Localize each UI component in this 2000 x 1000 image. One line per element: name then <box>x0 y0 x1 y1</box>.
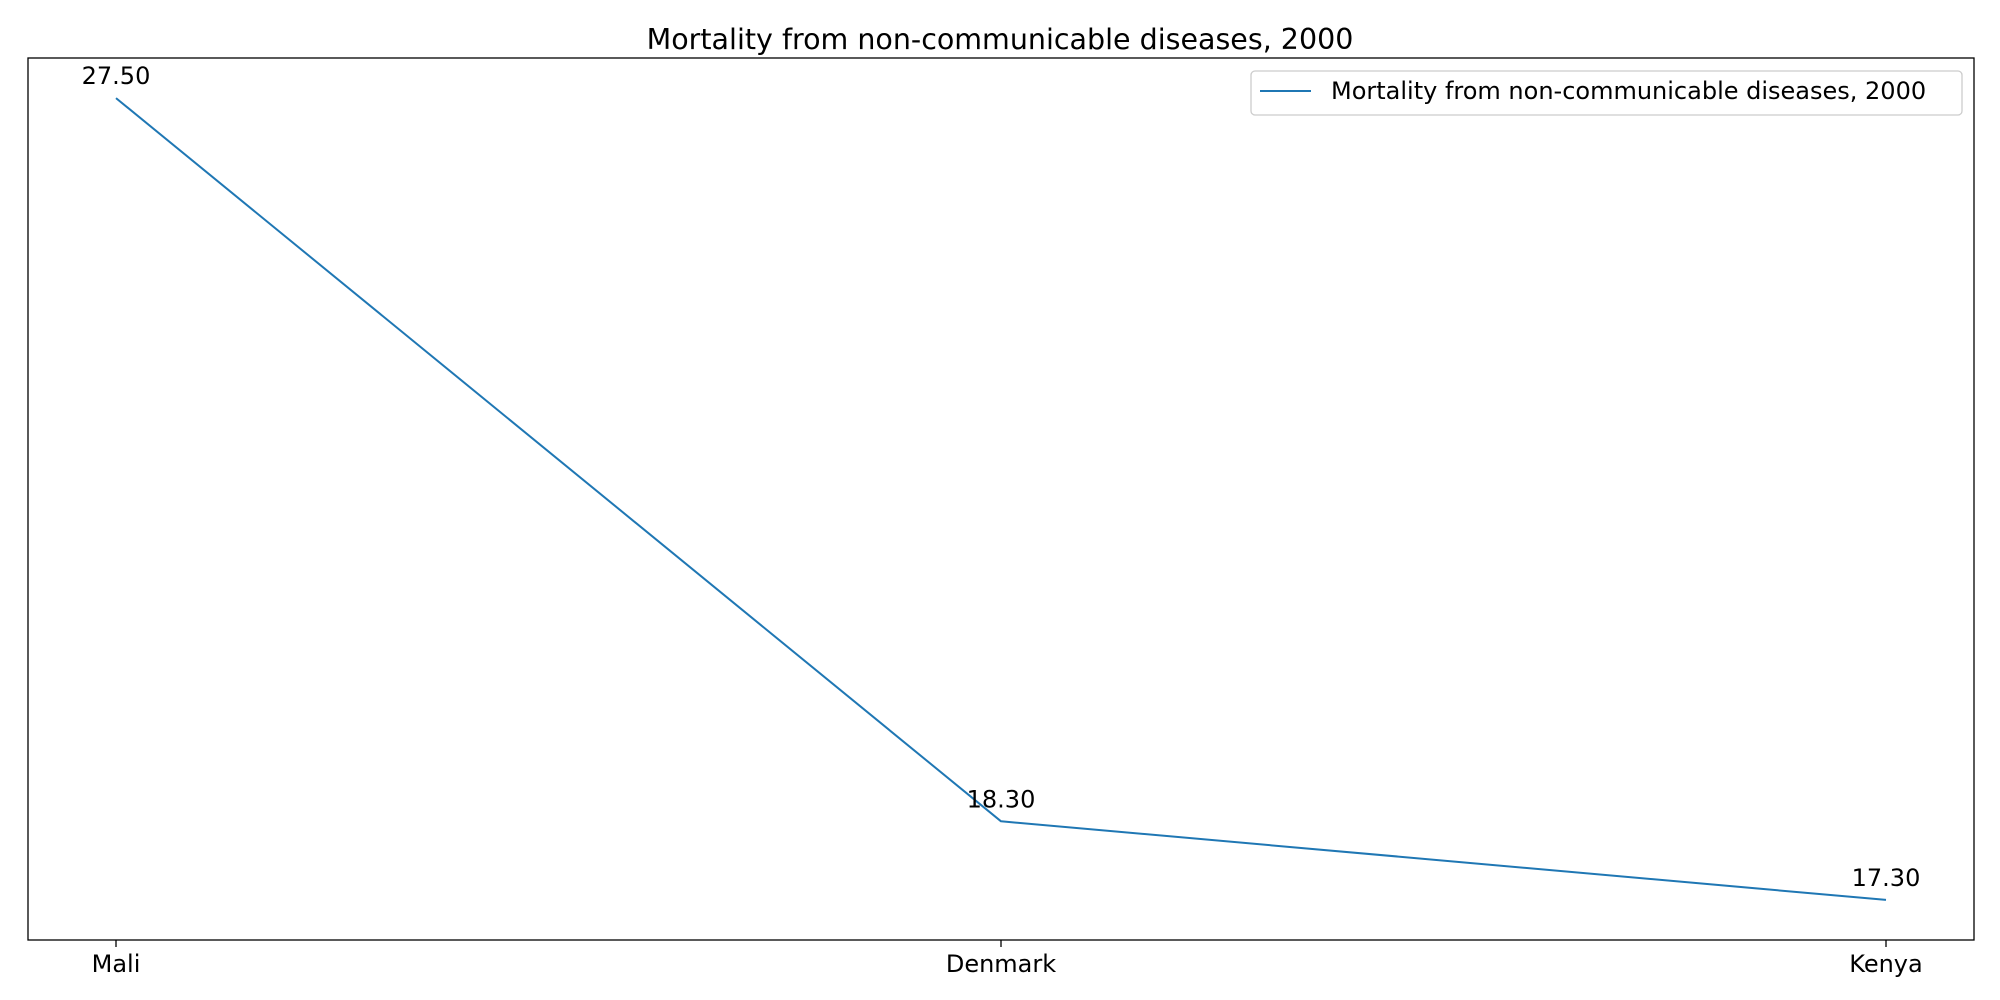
series-layer <box>115 97 1887 901</box>
chart-title: Mortality from non-communicable diseases… <box>647 23 1354 56</box>
data-label-layer: 27.50 18.30 17.30 <box>82 62 1921 892</box>
data-label: 27.50 <box>82 62 151 90</box>
legend-box <box>1250 70 1963 116</box>
data-label: 18.30 <box>967 785 1036 813</box>
legend: Mortality from non-communicable diseases… <box>1250 70 1963 116</box>
x-axis-ticks: Mali Denmark Kenya <box>92 940 1923 978</box>
data-label: 17.30 <box>1852 864 1921 892</box>
legend-label: Mortality from non-communicable diseases… <box>1331 77 1926 105</box>
plot-frame <box>27 57 1975 941</box>
x-tick-label: Denmark <box>946 950 1056 978</box>
x-tick-label: Mali <box>92 950 141 978</box>
series-line <box>115 97 1887 901</box>
x-tick-label: Kenya <box>1849 950 1922 978</box>
